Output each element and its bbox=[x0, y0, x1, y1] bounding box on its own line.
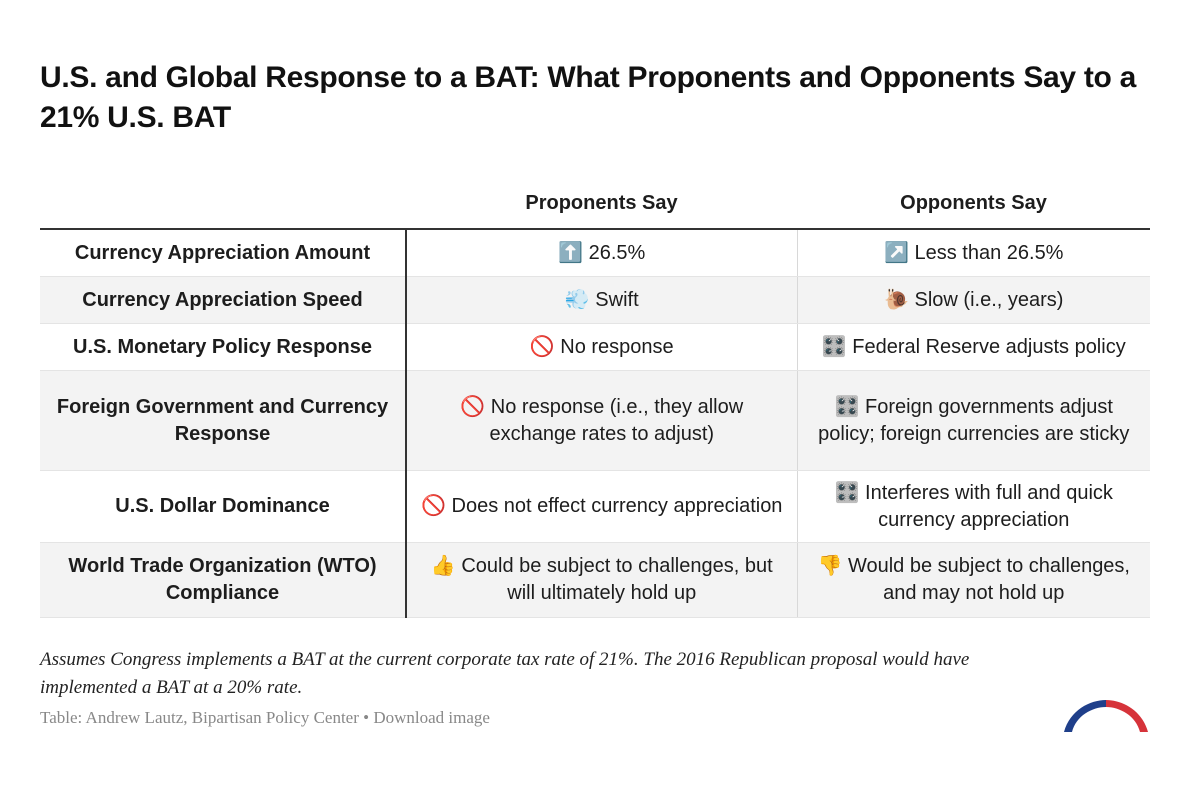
logo bbox=[1064, 700, 1148, 732]
table-row: Currency Appreciation Speed 💨 Swift 🐌 Slow… bbox=[40, 276, 1150, 324]
table-row: Foreign Government and Currency Response… bbox=[40, 370, 1150, 471]
table-row: U.S. Monetary Policy Response 🚫 No respon… bbox=[40, 323, 1150, 371]
table-row: Currency Appreciation Amount ⬆️ 26.5% ↗️ L… bbox=[40, 229, 1150, 277]
column-header: Proponents Say bbox=[406, 178, 797, 230]
opponents-cell: 🎛️ Interferes with full and quick curren… bbox=[797, 470, 1150, 543]
row-header: Foreign Government and Currency Response bbox=[40, 370, 407, 471]
notes: Assumes Congress implements a BAT at the… bbox=[40, 649, 970, 698]
comparison-table: Proponents Say Opponents Say Currency Ap… bbox=[40, 178, 1150, 618]
proponents-cell: 🚫 No response bbox=[406, 323, 798, 371]
table-row: U.S. Dollar Dominance 🚫 Does not effect c… bbox=[40, 470, 1150, 543]
opponents-cell: ↗️ Less than 26.5% bbox=[797, 229, 1150, 277]
row-header: Currency Appreciation Amount bbox=[40, 229, 407, 277]
row-header: U.S. Monetary Policy Response bbox=[40, 323, 407, 371]
corner-cell bbox=[40, 178, 406, 230]
opponents-cell: 🎛️ Foreign governments adjust policy; fo… bbox=[797, 370, 1150, 471]
row-header: U.S. Dollar Dominance bbox=[40, 470, 407, 543]
download-link[interactable]: Download image bbox=[373, 708, 490, 727]
logo-red-arc bbox=[1106, 700, 1148, 732]
opponents-cell: 🐌 Slow (i.e., years) bbox=[797, 276, 1150, 324]
row-header: World Trade Organization (WTO) Complianc… bbox=[40, 542, 407, 618]
opponents-cell: 👎 Would be subject to challenges, and ma… bbox=[797, 542, 1150, 618]
title: U.S. and Global Response to a BAT: What … bbox=[40, 61, 1136, 134]
proponents-cell: 💨 Swift bbox=[406, 276, 798, 324]
source-line: Table: Andrew Lautz, Bipartisan Policy C… bbox=[40, 708, 490, 728]
row-header: Currency Appreciation Speed bbox=[40, 276, 407, 324]
header-row: Proponents Say Opponents Say bbox=[40, 178, 1150, 230]
source: Table: Andrew Lautz, Bipartisan Policy C… bbox=[40, 708, 359, 727]
proponents-cell: 👍 Could be subject to challenges, but wi… bbox=[406, 542, 798, 618]
opponents-cell: 🎛️ Federal Reserve adjusts policy bbox=[797, 323, 1150, 371]
proponents-cell: 🚫 Does not effect currency appreciation bbox=[406, 470, 798, 543]
column-header: Opponents Say bbox=[797, 178, 1150, 230]
proponents-cell: 🚫 No response (i.e., they allow exchange… bbox=[406, 370, 798, 471]
table-row: World Trade Organization (WTO) Complianc… bbox=[40, 542, 1150, 618]
logo-blue-arc bbox=[1064, 700, 1106, 732]
separator: • bbox=[363, 708, 370, 727]
proponents-cell: ⬆️ 26.5% bbox=[406, 229, 798, 277]
